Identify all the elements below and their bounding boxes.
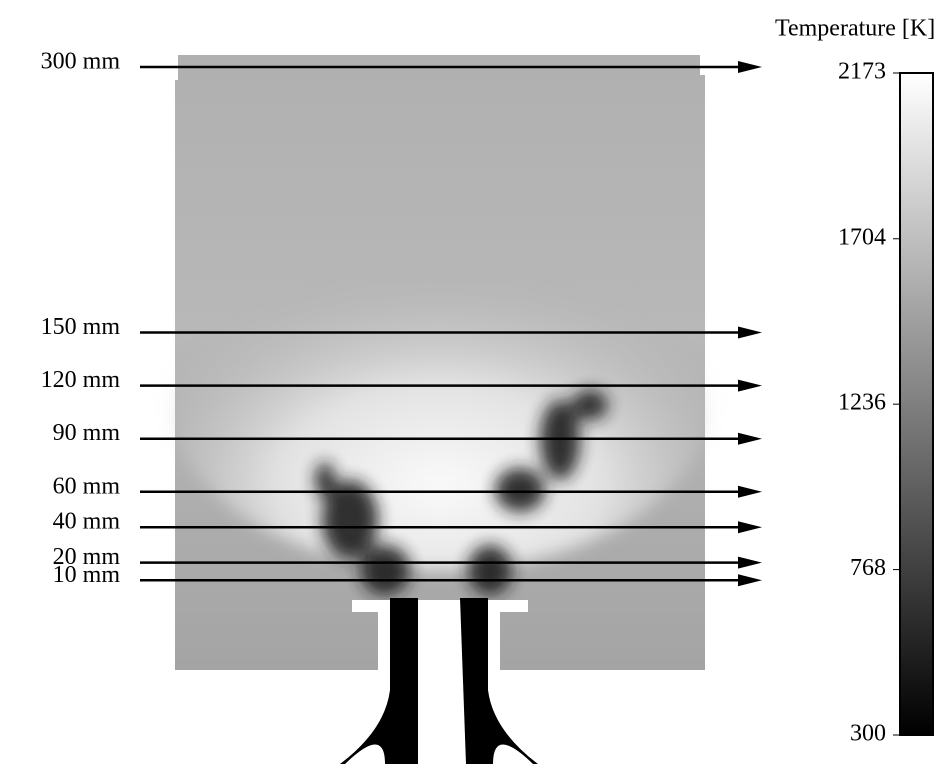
tick-label: 1704 [838,224,886,250]
arrow-head [738,326,762,339]
tick-label: 2173 [838,59,886,85]
arrow-head [738,485,762,498]
probe-label: 300 mm [41,49,121,75]
tick-label: 300 [850,721,886,747]
arrow-head [738,432,762,445]
arrow-head [738,521,762,534]
arrow-head [738,574,762,587]
colorbar: Temperature [K] 300 768 1236 1704 2173 [775,16,935,747]
probe-label: 10 mm [53,562,121,588]
tick-label: 1236 [838,390,886,416]
probe-label: 150 mm [41,314,121,340]
arrow-head [738,379,762,392]
arrow-head [738,61,762,73]
arrow-head [738,556,762,569]
probe-label: 60 mm [53,473,121,499]
probe-label: 90 mm [53,420,121,446]
colorbar-title: Temperature [K] [775,16,935,42]
tick-label: 768 [850,555,886,581]
probe-label: 120 mm [41,367,121,393]
probe-label: 20 mm [53,544,121,570]
probe-lines: 300 mm 150 mm 120 mm 90 mm 60 mm 40 mm 20 mm10… [41,49,762,588]
temperature-field [170,55,710,764]
colorbar-scale [899,72,934,736]
probe-label: 40 mm [53,509,121,535]
